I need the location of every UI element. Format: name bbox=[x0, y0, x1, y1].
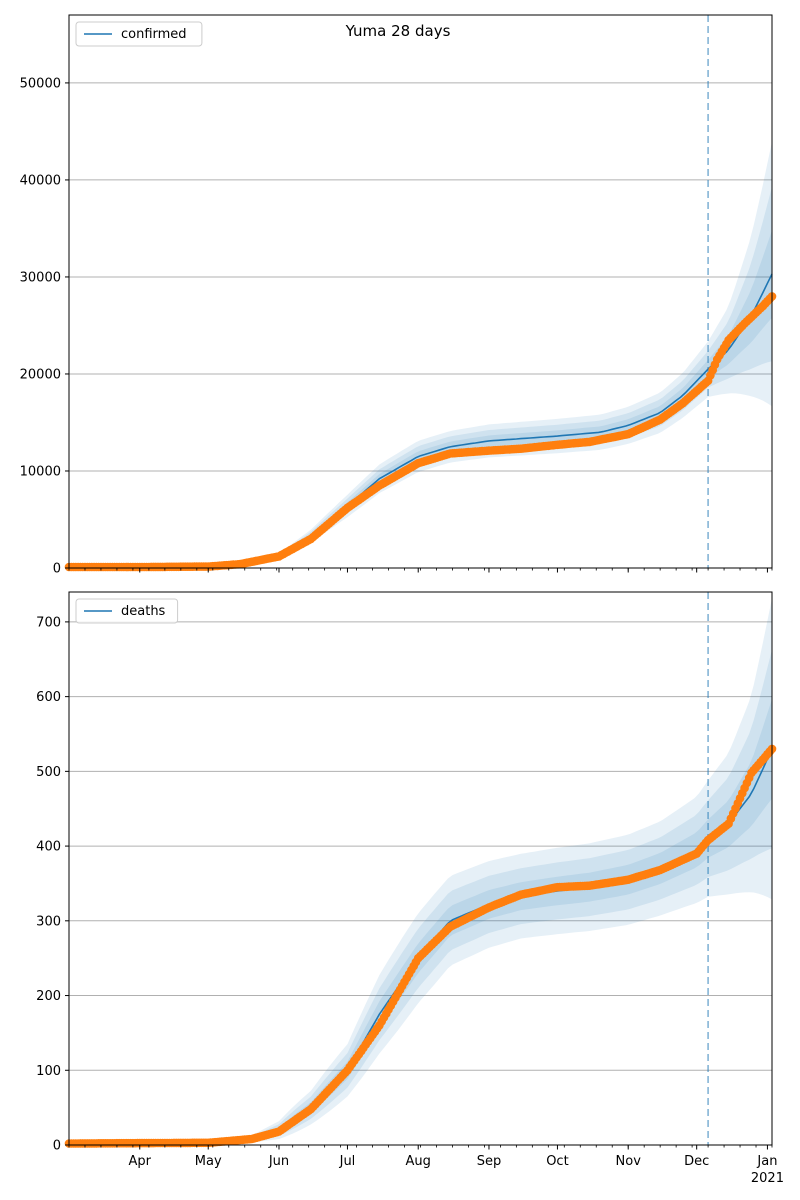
deaths-x-tick-label: Jan bbox=[756, 1154, 777, 1169]
deaths-gridlines bbox=[69, 621, 772, 1071]
x-axis-year-label: 2021 bbox=[751, 1171, 784, 1186]
deaths-x-tick-label: Dec bbox=[684, 1154, 709, 1169]
confirmed-uncertainty-bands bbox=[69, 141, 772, 568]
confirmed-x-axis bbox=[68, 568, 773, 573]
confirmed-band-2 bbox=[69, 186, 772, 567]
deaths-y-tick-label: 600 bbox=[36, 690, 61, 705]
confirmed-frame-rect bbox=[68, 14, 773, 569]
deaths-y-tick-label: 200 bbox=[36, 989, 61, 1004]
deaths-observed-points bbox=[64, 744, 777, 1148]
deaths-x-tick-label: Apr bbox=[129, 1154, 152, 1169]
deaths-legend-label: deaths bbox=[121, 604, 166, 619]
deaths-band-1 bbox=[69, 598, 772, 1144]
confirmed-band-1 bbox=[69, 141, 772, 568]
deaths-band-2 bbox=[69, 649, 772, 1144]
deaths-x-tick-label: May bbox=[195, 1154, 222, 1169]
deaths-x-tick-label: Jun bbox=[268, 1154, 289, 1169]
confirmed-axes-frame bbox=[68, 14, 773, 569]
chart-title: Yuma 28 days bbox=[345, 22, 451, 40]
deaths-y-tick-label: 700 bbox=[36, 615, 61, 630]
deaths-legend-box bbox=[75, 598, 179, 624]
deaths-panel: 0 100 200 300 400 500 600 700 Apr May Jun Jul Aug Se… bbox=[36, 591, 777, 1169]
confirmed-gridlines bbox=[69, 82, 772, 472]
confirmed-y-tick-label: 50000 bbox=[20, 76, 61, 91]
confirmed-panel: 0 10000 20000 30000 40000 50000 confirmed bbox=[20, 14, 777, 577]
confirmed-legend: confirmed bbox=[75, 21, 203, 47]
confirmed-y-tick-label: 10000 bbox=[20, 464, 61, 479]
deaths-x-tick-label: Oct bbox=[546, 1154, 568, 1169]
confirmed-y-tick-label: 40000 bbox=[20, 173, 61, 188]
deaths-y-tick-label: 400 bbox=[36, 840, 61, 855]
confirmed-legend-label: confirmed bbox=[121, 27, 187, 42]
deaths-legend: deaths bbox=[75, 598, 179, 624]
deaths-uncertainty-bands bbox=[69, 598, 772, 1144]
confirmed-y-tick-label: 30000 bbox=[20, 270, 61, 285]
deaths-x-tick-label: Aug bbox=[406, 1154, 431, 1169]
deaths-x-tick-label: Sep bbox=[477, 1154, 502, 1169]
deaths-x-tick-label: Nov bbox=[616, 1154, 642, 1169]
deaths-x-tick-label: Jul bbox=[339, 1154, 356, 1169]
confirmed-observed-points bbox=[64, 292, 777, 572]
deaths-y-tick-label: 500 bbox=[36, 765, 61, 780]
deaths-y-tick-label: 100 bbox=[36, 1064, 61, 1079]
deaths-x-axis: Apr May Jun Jul Aug Sep Oct Nov Dec Jan bbox=[68, 1145, 777, 1169]
confirmed-y-tick-label: 20000 bbox=[20, 367, 61, 382]
confirmed-y-axis: 0 10000 20000 30000 40000 50000 bbox=[20, 76, 69, 577]
deaths-y-axis: 0 100 200 300 400 500 600 700 bbox=[36, 615, 69, 1154]
deaths-y-tick-label: 300 bbox=[36, 914, 61, 929]
deaths-y-tick-label: 0 bbox=[53, 1139, 61, 1154]
confirmed-legend-box bbox=[75, 21, 203, 47]
confirmed-y-tick-label: 0 bbox=[53, 562, 61, 577]
